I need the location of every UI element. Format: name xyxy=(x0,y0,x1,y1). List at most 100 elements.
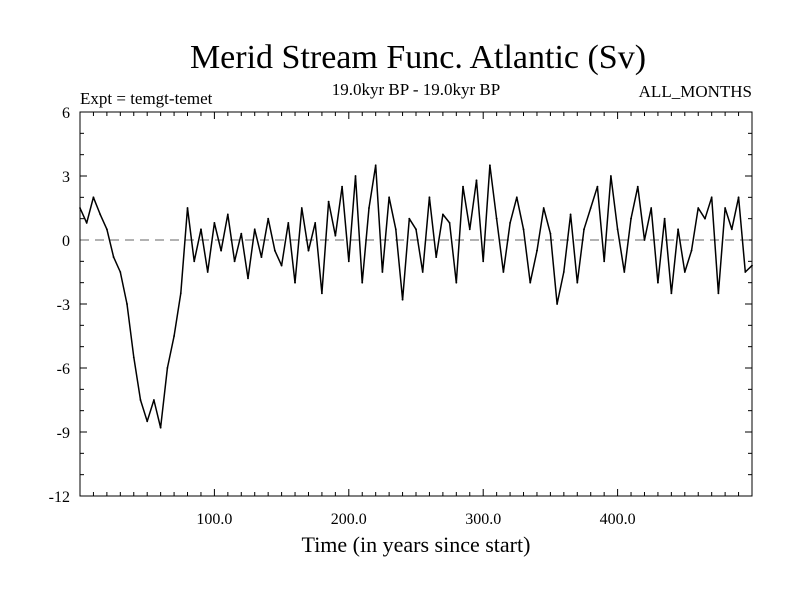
data-point xyxy=(341,185,343,188)
data-point xyxy=(482,260,485,263)
data-point xyxy=(428,196,431,199)
data-point xyxy=(415,228,417,231)
data-point xyxy=(119,271,122,273)
data-point xyxy=(704,217,706,220)
data-point xyxy=(744,271,747,273)
data-point xyxy=(448,222,451,224)
data-point xyxy=(522,228,525,231)
data-point xyxy=(85,222,88,224)
series-line xyxy=(79,164,753,429)
data-point xyxy=(314,222,317,224)
data-point xyxy=(435,256,438,258)
data-point xyxy=(327,200,330,203)
data-point xyxy=(159,426,162,429)
data-point xyxy=(509,222,511,224)
data-point xyxy=(267,217,270,220)
data-point xyxy=(724,207,727,209)
data-point xyxy=(670,292,673,295)
data-point xyxy=(710,196,713,199)
data-point xyxy=(495,217,498,220)
data-point xyxy=(132,356,135,359)
data-point xyxy=(146,420,149,423)
data-point xyxy=(455,281,458,284)
data-point xyxy=(394,228,397,231)
data-point xyxy=(105,228,108,231)
data-point xyxy=(468,228,471,231)
data-point xyxy=(347,260,350,263)
data-point xyxy=(536,249,538,252)
data-point xyxy=(401,298,404,301)
data-point xyxy=(636,185,639,188)
data-point xyxy=(589,207,592,209)
data-point xyxy=(200,228,202,231)
data-point xyxy=(603,260,606,263)
data-point xyxy=(576,281,579,284)
data-point xyxy=(556,303,559,305)
data-point xyxy=(388,196,391,199)
data-point xyxy=(730,228,733,231)
data-point xyxy=(361,281,364,284)
y-tick-label: 6 xyxy=(62,105,70,122)
data-point xyxy=(643,239,646,241)
data-point xyxy=(609,175,612,177)
data-point xyxy=(623,271,626,273)
y-tick-label: -6 xyxy=(57,361,70,378)
data-point xyxy=(294,281,296,284)
data-point xyxy=(166,367,169,369)
data-point xyxy=(408,217,411,220)
time-period-label: 19.0kyr BP - 19.0kyr BP xyxy=(332,80,500,99)
data-point xyxy=(287,222,290,224)
plot-frame xyxy=(79,111,753,497)
data-point xyxy=(307,249,310,252)
data-point xyxy=(489,164,491,167)
data-point xyxy=(697,207,700,209)
data-point xyxy=(569,213,572,216)
data-point xyxy=(381,271,384,273)
y-tick-label: -9 xyxy=(57,425,70,442)
data-point xyxy=(462,185,464,188)
data-point xyxy=(596,185,599,188)
x-tick-label: 300.0 xyxy=(465,511,501,528)
data-point xyxy=(139,399,142,401)
data-points xyxy=(79,164,753,429)
y-tick-label: -3 xyxy=(57,297,70,314)
data-point xyxy=(126,303,128,305)
data-point xyxy=(515,196,518,199)
y-tick-label: 3 xyxy=(62,169,70,186)
data-point xyxy=(368,207,370,209)
data-point xyxy=(529,281,532,284)
data-point xyxy=(683,271,686,273)
x-axis-ticks: 100.0 200.0 300.0 400.0 xyxy=(92,112,740,528)
x-tick-label: 400.0 xyxy=(600,511,636,528)
experiment-label: Expt = temgt-temet xyxy=(80,89,213,108)
data-point xyxy=(657,281,659,284)
data-point xyxy=(677,228,679,231)
data-point xyxy=(475,179,478,182)
data-point xyxy=(112,256,115,258)
y-tick-label: -12 xyxy=(49,489,70,506)
chart-title: Merid Stream Func. Atlantic (Sv) xyxy=(190,39,646,76)
data-point xyxy=(616,228,619,231)
data-point xyxy=(717,292,720,295)
x-axis-label: Time (in years since start) xyxy=(302,532,531,557)
data-point xyxy=(300,207,303,209)
y-tick-label: 0 xyxy=(62,233,70,250)
data-point xyxy=(153,399,155,401)
data-point xyxy=(690,249,693,252)
data-point xyxy=(321,292,323,295)
data-point xyxy=(226,213,229,216)
data-point xyxy=(663,217,666,220)
data-point xyxy=(737,196,740,199)
data-point xyxy=(99,213,102,216)
data-point xyxy=(441,213,444,216)
data-point xyxy=(193,260,196,263)
data-point xyxy=(253,228,256,231)
data-point xyxy=(260,256,263,258)
data-point xyxy=(247,277,249,280)
data-point xyxy=(421,271,424,273)
data-point xyxy=(233,260,236,263)
data-point xyxy=(213,222,216,224)
data-point xyxy=(334,234,337,237)
data-point xyxy=(186,207,189,209)
data-point xyxy=(220,249,223,252)
